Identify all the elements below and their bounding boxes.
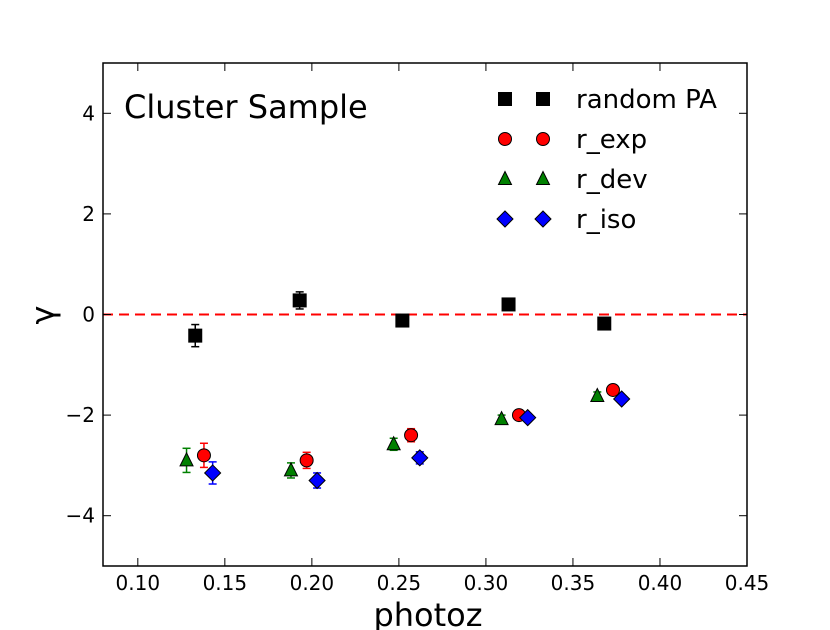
legend-marker	[535, 170, 551, 185]
chart-annotation: Cluster Sample	[124, 88, 368, 126]
plot-area	[103, 291, 747, 490]
legend-marker	[534, 210, 552, 228]
y-tick-label: −2	[66, 403, 95, 427]
x-tick-label: 0.45	[725, 571, 770, 595]
data-point-square	[597, 316, 612, 331]
data-point-square	[292, 293, 307, 308]
data-point-diamond	[203, 464, 222, 482]
x-tick-label: 0.30	[464, 571, 509, 595]
legend-marker	[498, 92, 512, 106]
data-point-square	[188, 328, 203, 343]
x-tick-label: 0.25	[377, 571, 422, 595]
data-point-circle	[404, 428, 419, 443]
y-tick-label: 2	[82, 202, 95, 226]
legend: random PA r_exp r_dev r_iso	[496, 85, 717, 235]
x-tick-label: 0.20	[290, 571, 335, 595]
series-r-exp	[196, 382, 620, 470]
x-axis-label: photoz	[373, 596, 482, 630]
data-point-diamond	[612, 390, 631, 408]
data-point-circle	[196, 448, 211, 463]
legend-label: random PA	[576, 85, 717, 115]
data-point-square	[501, 297, 516, 312]
x-tick-label: 0.10	[116, 571, 161, 595]
data-point-triangle	[590, 387, 605, 402]
data-point-diamond	[411, 449, 429, 467]
legend-marker	[497, 170, 513, 185]
data-point-circle	[605, 382, 620, 397]
series-random-pa	[188, 291, 612, 348]
y-axis-label: γ	[24, 306, 62, 325]
x-tick-label: 0.35	[551, 571, 596, 595]
data-point-diamond	[308, 471, 326, 490]
data-point-triangle	[494, 410, 509, 426]
y-tick-label: −4	[66, 504, 95, 528]
y-tick-label: 0	[82, 303, 95, 327]
legend-marker	[536, 92, 550, 106]
x-tick-label: 0.15	[203, 571, 248, 595]
legend-marker	[536, 132, 550, 146]
legend-marker	[496, 210, 514, 228]
y-tick-label: 4	[82, 101, 95, 125]
data-point-triangle	[179, 451, 194, 467]
data-point-diamond	[518, 408, 537, 427]
data-point-triangle	[386, 435, 401, 451]
data-point-triangle	[283, 461, 299, 477]
legend-marker	[498, 132, 512, 146]
data-point-circle	[299, 453, 314, 468]
x-tick-label: 0.40	[638, 571, 683, 595]
legend-label: r_iso	[576, 205, 636, 235]
axes: 0.10 0.15 0.20 0.25 0.30 0.35 0.40 0.45 −4 −2 0 2 4	[66, 62, 770, 595]
series-r-dev	[179, 387, 605, 479]
data-point-square	[395, 313, 410, 328]
legend-label: r_exp	[576, 125, 647, 155]
series-r-iso	[203, 390, 631, 490]
legend-label: r_dev	[576, 165, 648, 195]
